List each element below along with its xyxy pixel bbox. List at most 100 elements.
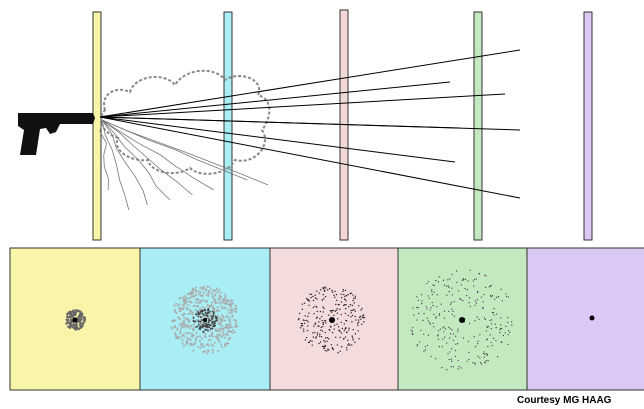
speck	[364, 317, 365, 318]
speck	[211, 328, 213, 330]
panel-1	[93, 12, 101, 240]
speck	[306, 337, 307, 338]
speck	[492, 345, 493, 346]
speck	[331, 344, 332, 345]
speck	[343, 338, 344, 339]
speck	[508, 296, 509, 297]
speck	[447, 353, 448, 354]
speck	[345, 304, 346, 305]
pellet-trajectories	[100, 50, 520, 198]
speck	[211, 318, 213, 320]
speck	[467, 361, 468, 362]
speck	[229, 321, 231, 323]
speck	[199, 312, 201, 314]
speck	[505, 326, 506, 327]
speck	[432, 284, 433, 285]
speck	[231, 315, 233, 317]
speck	[189, 332, 191, 334]
speck	[211, 316, 213, 318]
speck	[221, 325, 223, 327]
speck	[302, 303, 303, 304]
speck	[463, 337, 464, 338]
speck	[355, 296, 356, 297]
speck	[433, 326, 434, 327]
speck	[311, 294, 312, 295]
speck	[484, 275, 485, 276]
speck	[189, 300, 191, 302]
speck	[468, 280, 469, 281]
speck	[219, 296, 221, 298]
speck	[337, 352, 338, 353]
speck	[213, 321, 215, 323]
speck	[417, 345, 418, 346]
speck	[477, 343, 478, 344]
speck	[412, 307, 413, 308]
speck	[217, 336, 219, 338]
speck	[449, 351, 450, 352]
speck	[496, 314, 497, 315]
speck	[208, 292, 210, 294]
speck	[193, 305, 195, 307]
speck	[342, 328, 343, 329]
speck	[220, 321, 222, 323]
speck	[217, 298, 219, 300]
speck	[217, 339, 219, 341]
speck	[484, 354, 485, 355]
speck	[440, 329, 441, 330]
speck	[192, 329, 194, 331]
speck	[212, 295, 214, 297]
soot-trail	[102, 120, 129, 210]
speck	[310, 297, 311, 298]
speck	[179, 310, 181, 312]
speck	[358, 330, 359, 331]
speck	[216, 287, 218, 289]
speck	[343, 305, 344, 306]
speck	[413, 315, 414, 316]
speck	[193, 324, 195, 326]
speck	[303, 328, 304, 329]
speck	[432, 302, 433, 303]
speck	[191, 336, 193, 338]
speck	[79, 311, 81, 313]
speck	[322, 326, 323, 327]
speck	[70, 324, 72, 326]
speck	[427, 318, 428, 319]
speck	[203, 292, 205, 294]
speck	[358, 319, 359, 320]
speck	[304, 323, 305, 324]
speck	[213, 290, 215, 292]
speck	[451, 359, 452, 360]
speck	[216, 334, 218, 336]
speck	[217, 315, 219, 317]
speck	[345, 300, 346, 301]
speck	[171, 327, 173, 329]
speck	[73, 323, 75, 325]
speck	[455, 356, 456, 357]
speck	[430, 356, 431, 357]
speck	[205, 329, 207, 331]
speck	[412, 334, 413, 335]
speck	[426, 306, 427, 307]
speck	[197, 305, 199, 307]
speck	[192, 311, 194, 313]
speck	[78, 317, 80, 319]
speck	[481, 297, 482, 298]
speck	[418, 313, 419, 314]
speck	[443, 326, 444, 327]
speck	[439, 346, 440, 347]
speck	[187, 304, 189, 306]
speck	[466, 295, 467, 296]
speck	[67, 321, 69, 323]
speck	[202, 287, 204, 289]
speck	[196, 336, 198, 338]
speck	[212, 315, 214, 317]
speck	[494, 308, 495, 309]
speck	[465, 279, 466, 280]
speck	[316, 291, 317, 292]
speck	[226, 300, 228, 302]
speck	[319, 318, 320, 319]
speck	[324, 320, 325, 321]
speck	[350, 310, 351, 311]
trajectory	[100, 117, 460, 128]
bullet-hole	[459, 317, 465, 323]
